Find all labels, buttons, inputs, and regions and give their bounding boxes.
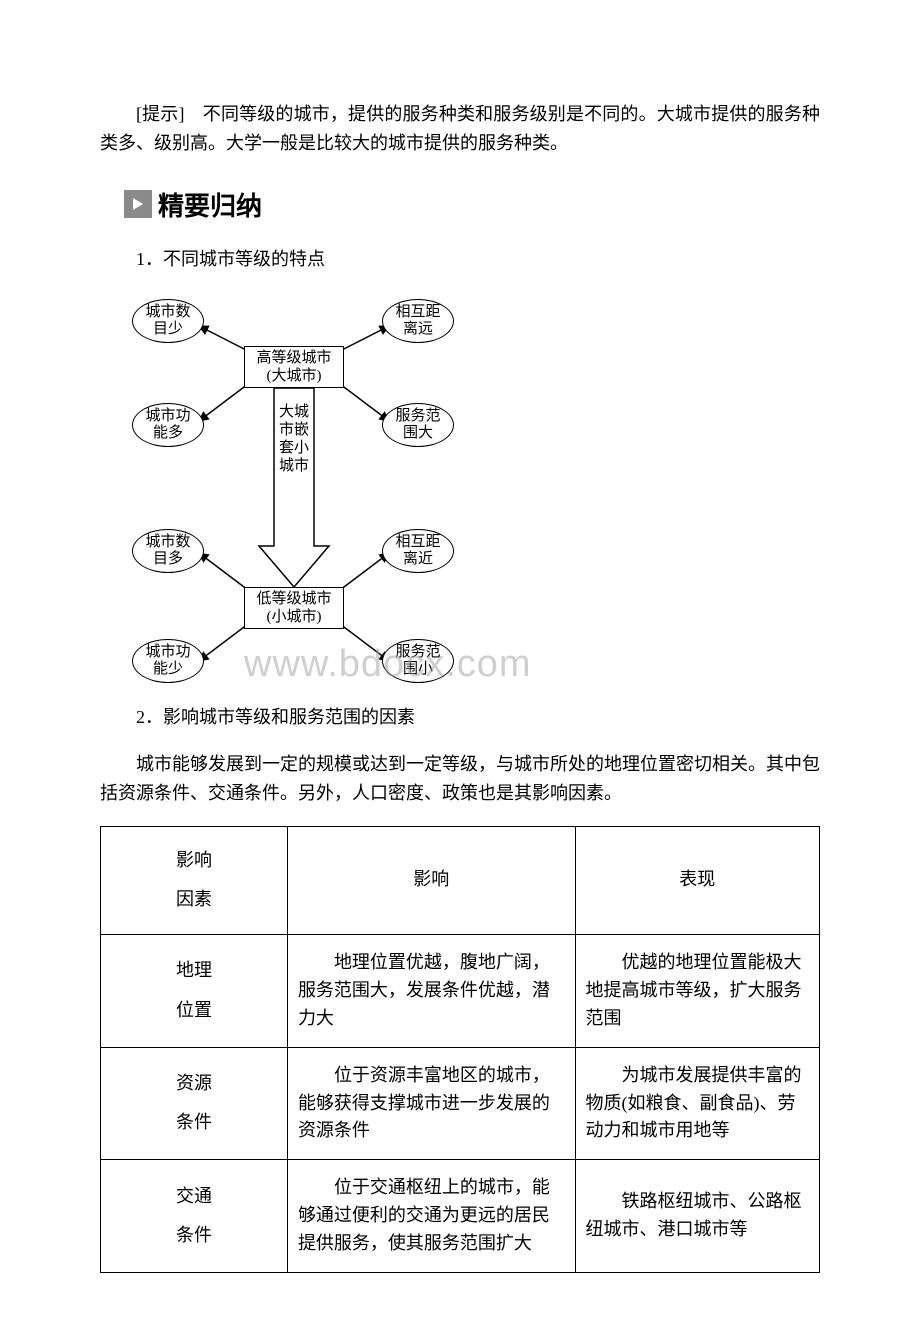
cell-manifestation: 优越的地理位置能极大地提高城市等级，扩大服务范围 (575, 934, 819, 1047)
node-city-count-few: 城市数目少 (132, 299, 204, 343)
heading-1: 1．不同城市等级的特点 (100, 245, 820, 274)
node-functions-few: 城市功能少 (132, 639, 204, 683)
cell-factor: 地理位置 (111, 951, 277, 1030)
table-row: 交通条件 位于交通枢纽上的城市，能够通过便利的交通为更远的居民提供服务，使其服务… (101, 1160, 820, 1273)
rect-nested-text: 大城市嵌套小城市 (277, 403, 311, 475)
cell-effect: 位于资源丰富地区的城市，能够获得支撑城市进一步发展的资源条件 (287, 1047, 575, 1160)
node-distance-near: 相互距离近 (382, 529, 454, 573)
paragraph-factors: 城市能够发展到一定的规模或达到一定等级，与城市所处的地理位置密切相关。其中包括资… (100, 750, 820, 808)
table-row: 资源条件 位于资源丰富地区的城市，能够获得支撑城市进一步发展的资源条件 为城市发… (101, 1047, 820, 1160)
table-row: 影响因素 影响 表现 (101, 826, 820, 934)
rect-high-level-city: 高等级城市(大城市) (244, 346, 344, 388)
node-service-large: 服务范围大 (382, 403, 454, 447)
node-city-count-many: 城市数目多 (132, 529, 204, 573)
cell-factor: 资源条件 (111, 1064, 277, 1143)
table-header-c: 表现 (575, 826, 819, 934)
cell-effect: 位于交通枢纽上的城市，能够通过便利的交通为更远的居民提供服务，使其服务范围扩大 (287, 1160, 575, 1273)
tip-paragraph: [提示] 不同等级的城市，提供的服务种类和服务级别是不同的。大城市提供的服务种类… (100, 100, 820, 158)
rect-low-level-city: 低等级城市(小城市) (244, 587, 344, 629)
cell-effect: 地理位置优越，腹地广阔，服务范围大，发展条件优越，潜力大 (287, 934, 575, 1047)
node-service-small: 服务范围小 (382, 639, 454, 683)
cell-manifestation: 铁路枢纽城市、公路枢纽城市、港口城市等 (575, 1160, 819, 1273)
factors-table: 影响因素 影响 表现 地理位置 地理位置优越，腹地广阔，服务范围大，发展条件优越… (100, 826, 820, 1273)
cell-manifestation: 为城市发展提供丰富的物质(如粮食、副食品)、劳动力和城市用地等 (575, 1047, 819, 1160)
node-functions-many: 城市功能多 (132, 403, 204, 447)
heading-2: 2．影响城市等级和服务范围的因素 (100, 703, 820, 732)
section-heading-text: 精要归纳 (158, 186, 262, 223)
hierarchy-diagram: 城市数目少 相互距离远 高等级城市(大城市) 城市功能多 服务范围大 大城市嵌套… (124, 291, 464, 691)
node-distance-far: 相互距离远 (382, 299, 454, 343)
cell-factor: 交通条件 (111, 1177, 277, 1256)
section-heading: 精要归纳 (124, 186, 820, 223)
table-header-a: 影响因素 (111, 841, 277, 920)
table-header-b: 影响 (287, 826, 575, 934)
arrow-right-icon (124, 190, 152, 218)
table-row: 地理位置 地理位置优越，腹地广阔，服务范围大，发展条件优越，潜力大 优越的地理位… (101, 934, 820, 1047)
